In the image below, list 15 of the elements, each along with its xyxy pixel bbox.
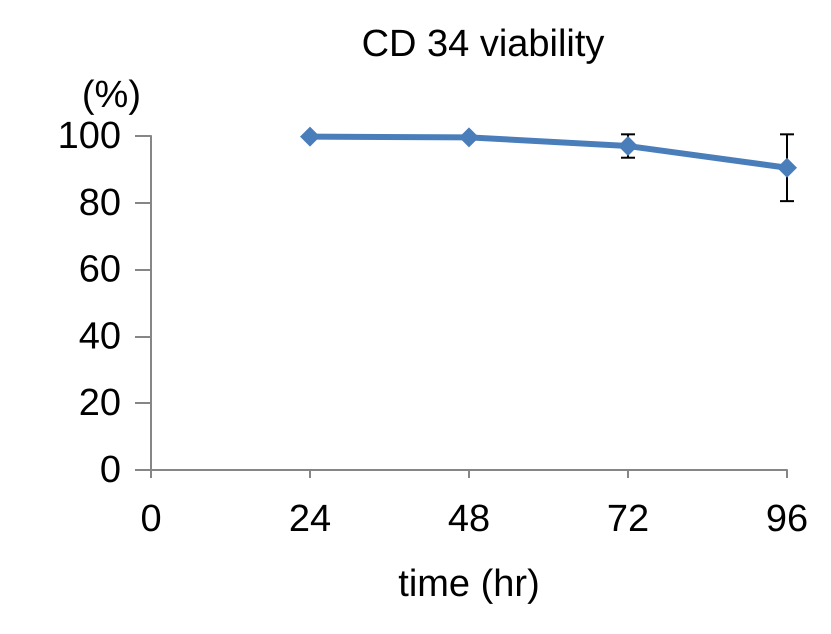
y-tick-label: 80 [78,182,121,224]
chart-title: CD 34 viability [362,23,604,65]
y-tick-label: 0 [100,449,121,491]
y-tick-label: 60 [78,248,121,291]
y-tick-label: 20 [78,382,121,424]
y-tick-label: 100 [58,115,121,157]
x-tick-label: 0 [140,498,162,540]
x-tick-label: 48 [448,498,490,540]
x-axis-title: time (hr) [398,563,540,605]
x-tick-label: 96 [766,498,808,540]
y-tick-label: 40 [78,315,121,358]
point [777,158,797,178]
x-tick-label: 24 [288,498,332,540]
y-axis-title: (%) [82,74,141,116]
x-tick-label: 72 [606,498,650,540]
